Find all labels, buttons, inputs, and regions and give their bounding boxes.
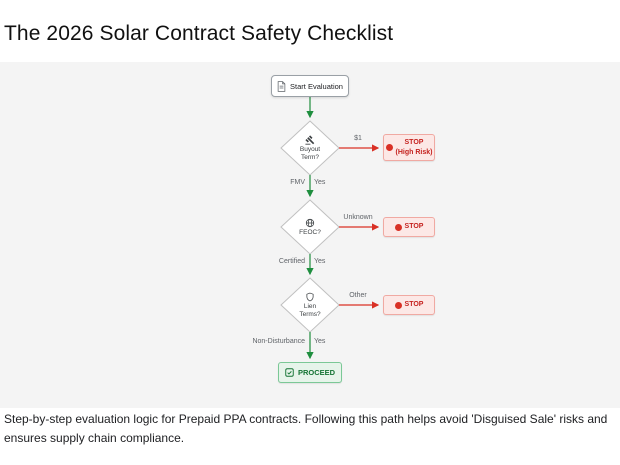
stop-dot-icon <box>394 301 402 309</box>
decision-node-lien-terms: Lien Terms? <box>282 281 338 329</box>
edge-label-lien-nondisturbance: Non-Disturbance <box>252 338 305 345</box>
stop-node-text: STOP <box>405 300 424 309</box>
decision-node-feoc: FEOC? <box>282 203 338 251</box>
edge-label-buyout-fmv: FMV <box>290 179 305 186</box>
edge-label-lien-branch: Other <box>349 292 367 299</box>
proceed-node: PROCEED <box>278 362 342 383</box>
edge-label-feoc-certified: Certified <box>278 258 305 265</box>
start-node-label: Start Evaluation <box>290 81 343 91</box>
edge-label-feoc-yes: Yes <box>314 258 326 265</box>
edge-label-buyout-yes: Yes <box>314 179 326 186</box>
proceed-label: PROCEED <box>297 368 336 377</box>
decision-label: FEOC? <box>299 228 321 236</box>
shield-icon <box>306 292 314 302</box>
globe-icon <box>305 218 315 227</box>
flowchart-panel: Start Evaluation Buyout Term? FEOC? Lien… <box>0 62 620 408</box>
stop-node-feoc: STOP <box>383 217 435 237</box>
stop-label: STOP <box>404 301 424 309</box>
edge-label-feoc-branch: Unknown <box>343 214 373 221</box>
edge-label-buyout-branch: $1 <box>354 135 362 142</box>
stop-node-lien: STOP <box>383 295 435 315</box>
stop-sublabel: (High Risk) <box>395 148 433 156</box>
check-icon <box>285 368 294 377</box>
stop-dot-icon <box>394 223 402 231</box>
caption-text: Step-by-step evaluation logic for Prepai… <box>4 412 608 446</box>
decision-node-buyout-term: Buyout Term? <box>282 124 338 172</box>
stop-node-text: STOP (High Risk) <box>396 138 433 156</box>
decision-label: Buyout Term? <box>299 145 321 161</box>
start-node: Start Evaluation <box>271 75 349 97</box>
page-title: The 2026 Solar Contract Safety Checklist <box>4 22 394 45</box>
edge-label-lien-yes: Yes <box>314 338 326 345</box>
stop-label: STOP <box>404 223 424 231</box>
stop-label: STOP <box>404 139 424 147</box>
document-icon <box>277 80 286 92</box>
gavel-icon <box>305 135 315 145</box>
stop-dot-icon <box>385 144 393 151</box>
stop-node-text: STOP <box>405 222 424 231</box>
decision-label: Lien Terms? <box>299 302 321 318</box>
stop-node-high-risk: STOP (High Risk) <box>383 134 435 161</box>
